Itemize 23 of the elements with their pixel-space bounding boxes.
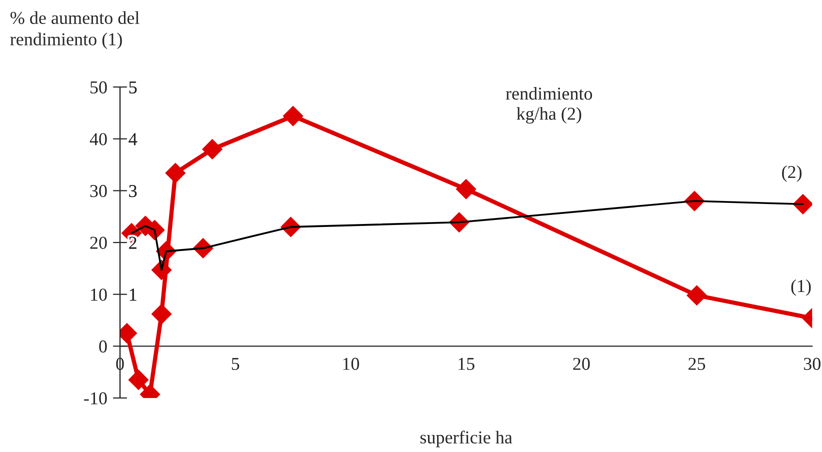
y-tick-label: 50 [90,81,107,94]
point [792,194,812,214]
y-tick-label: 40 [90,133,107,146]
y2-tick-label: 5 [129,81,137,94]
y-tick-label: 0 [99,340,107,353]
y2-tick-label: 4 [128,133,138,146]
series-label: (1) [791,279,811,296]
x-tick-label: 15 [458,358,474,370]
x-tick-label: 10 [343,358,360,370]
x-axis-title: superficie ha [420,430,512,448]
y-axis-title: % de aumento del rendimiento (1) [10,11,140,50]
x-tick-label: 5 [232,358,240,370]
y-tick-label: -10 [84,392,107,404]
y-tick-label: 30 [90,184,107,198]
y2-axis-title: rendimiento kg/ha (2) [506,87,592,124]
y2-tick-label: 3 [129,184,137,198]
x-tick-label: 30 [804,358,820,370]
y2-tick-label: 1 [130,288,136,301]
x-tick-label: 25 [688,358,706,370]
y-tick-label: 20 [90,236,107,249]
series-label: (2) [782,165,802,182]
x-tick-label: 20 [573,358,590,370]
y-tick-label: 10 [91,288,107,301]
